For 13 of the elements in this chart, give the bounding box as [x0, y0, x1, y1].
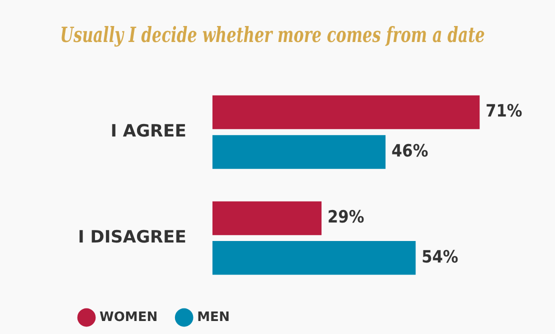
data-label: 46% [392, 141, 428, 162]
chart-title: Usually I decide whether more comes from a date [60, 24, 485, 48]
y-tick-label: I AGREE [110, 122, 186, 142]
data-label: 29% [328, 208, 364, 228]
data-label: 71% [486, 102, 522, 122]
legend-label: MEN [197, 310, 230, 325]
y-tick-label: I DISAGREE [78, 227, 186, 248]
legend-label: WOMEN [100, 310, 158, 325]
bar [212, 241, 416, 275]
bar [212, 135, 386, 169]
bar [212, 201, 322, 236]
data-label: 54% [422, 247, 458, 268]
bar [212, 95, 480, 130]
